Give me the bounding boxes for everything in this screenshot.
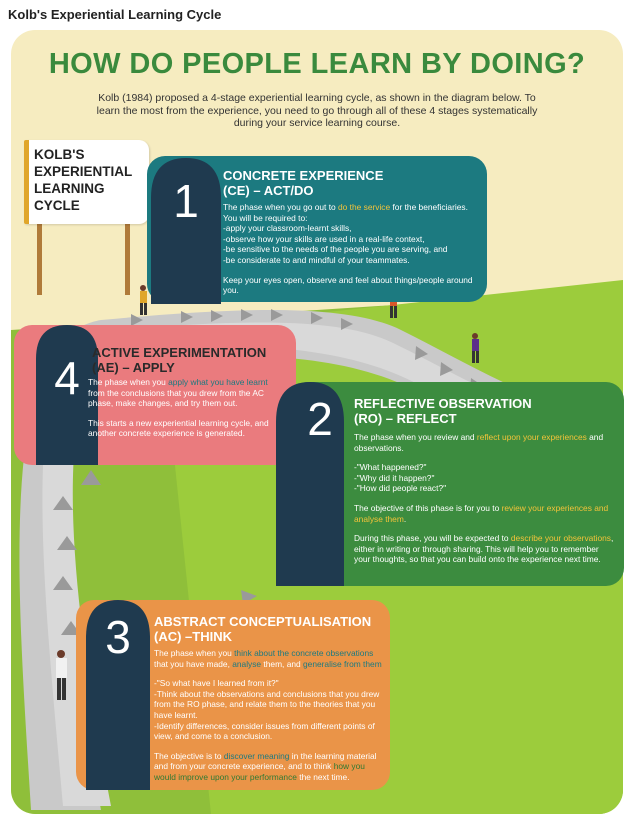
stage-2-title-line2: (RO) – REFLECT <box>354 411 457 426</box>
stage-3-body: The phase when you think about the concr… <box>154 648 382 783</box>
stage-4-title: ACTIVE EXPERIMENTATION (AE) – APPLY <box>92 345 266 375</box>
stage-1-bullet: -be sensitive to the needs of the people… <box>223 244 448 255</box>
stage-1-bullet: -observe how your skills are used in a r… <box>223 233 425 244</box>
stage-2-intro: The phase when you review and reflect up… <box>354 432 604 453</box>
stage-4-title-line1: ACTIVE EXPERIMENTATION <box>92 345 267 360</box>
stage-2-title: REFLECTIVE OBSERVATION (RO) – REFLECT <box>354 396 532 426</box>
stage-2-expectation: During this phase, you will be expected … <box>354 533 614 565</box>
stage-1-title-line2: (CE) – ACT/DO <box>223 183 314 198</box>
stage-1-title: CONCRETE EXPERIENCE (CE) – ACT/DO <box>223 168 383 198</box>
stage-4-tab <box>36 325 98 465</box>
stage-1-tab <box>151 158 221 304</box>
stage-4-card: 4 ACTIVE EXPERIMENTATION (AE) – APPLY Th… <box>14 325 296 465</box>
stage-4-intro: The phase when you apply what you have l… <box>88 377 268 409</box>
stage-2-question: -"How did people react?" <box>354 483 447 494</box>
highlight-text: reflect upon your experiences <box>476 432 587 442</box>
stage-3-card: 3 ABSTRACT CONCEPTUALISATION (AC) –THINK… <box>76 600 390 790</box>
stage-1-bullet: -be considerate to and mindful of your t… <box>223 254 410 265</box>
highlight-text: apply what you have learnt <box>168 377 268 387</box>
stage-1-body: The phase when you go out to do the serv… <box>223 202 481 296</box>
highlight-text: discover meaning <box>223 750 290 761</box>
stage-2-question: -"What happened?" <box>354 462 427 473</box>
sign-line: CYCLE <box>34 198 80 213</box>
stage-1-bullet: -apply your classroom-learnt skills, <box>223 223 352 234</box>
stage-3-question: -"So what have I learned from it?" <box>154 678 279 689</box>
stage-4-body: The phase when you apply what you have l… <box>88 377 284 439</box>
stage-2-card: 2 REFLECTIVE OBSERVATION (RO) – REFLECT … <box>276 382 624 586</box>
intro-text: Kolb (1984) proposed a 4-stage experient… <box>96 92 538 129</box>
stage-2-question: -"Why did it happen?" <box>354 472 435 483</box>
stage-1-intro: The phase when you go out to do the serv… <box>223 202 468 212</box>
stage-3-title-line1: ABSTRACT CONCEPTUALISATION <box>154 614 372 629</box>
stage-4-number: 4 <box>54 352 80 404</box>
stage-1-card: 1 CONCRETE EXPERIENCE (CE) – ACT/DO The … <box>147 156 487 304</box>
sign-line: LEARNING <box>34 181 105 196</box>
stage-2-tab <box>276 382 344 586</box>
sign-post-right <box>125 220 130 295</box>
stage-3-think: -Think about the observations and conclu… <box>154 688 380 720</box>
stage-3-tab <box>86 600 150 790</box>
headline: HOW DO PEOPLE LEARN BY DOING? <box>48 48 586 80</box>
stage-3-objective: The objective is to discover meaning in … <box>154 750 377 782</box>
stage-3-intro: The phase when you think about the concr… <box>154 648 382 669</box>
highlight-text: review your experiences and analyse them <box>354 502 609 524</box>
highlight-text: think about the concrete observations <box>234 648 374 658</box>
page-title: Kolb's Experiential Learning Cycle <box>8 7 222 22</box>
stage-1-number: 1 <box>173 175 199 227</box>
highlight-text: analyse <box>232 658 262 669</box>
sign-text: KOLB'S EXPERIENTIAL LEARNING CYCLE <box>34 146 144 214</box>
highlight-text: do the service <box>338 202 391 212</box>
sign-line: EXPERIENTIAL <box>34 164 133 179</box>
stage-3-title-line2: (AC) –THINK <box>154 629 232 644</box>
stage-4-title-line2: (AE) – APPLY <box>92 360 175 375</box>
stage-1-requirements: You will be required to: <box>223 212 308 223</box>
stage-3-number: 3 <box>105 611 131 663</box>
highlight-text: describe your observations <box>510 533 611 544</box>
sign-line: KOLB'S <box>34 147 85 162</box>
stage-1-closing: Keep your eyes open, observe and feel ab… <box>223 274 473 296</box>
stage-2-objective: The objective of this phase is for you t… <box>354 502 609 524</box>
stage-2-number: 2 <box>307 393 333 445</box>
stage-4-note: This starts a new experiential learning … <box>88 417 269 439</box>
highlight-text: generalise from them <box>303 658 382 669</box>
stage-2-body: The phase when you review and reflect up… <box>354 432 616 565</box>
stage-1-title-line1: CONCRETE EXPERIENCE <box>223 168 384 183</box>
highlight-text: how you would improve upon your performa… <box>154 761 365 782</box>
sign-board <box>24 140 149 224</box>
stage-3-title: ABSTRACT CONCEPTUALISATION (AC) –THINK <box>154 614 371 644</box>
stage-2-title-line1: REFLECTIVE OBSERVATION <box>354 396 532 411</box>
stage-3-identify: -Identify differences, consider issues f… <box>154 720 375 742</box>
sign-post-left <box>37 220 42 295</box>
